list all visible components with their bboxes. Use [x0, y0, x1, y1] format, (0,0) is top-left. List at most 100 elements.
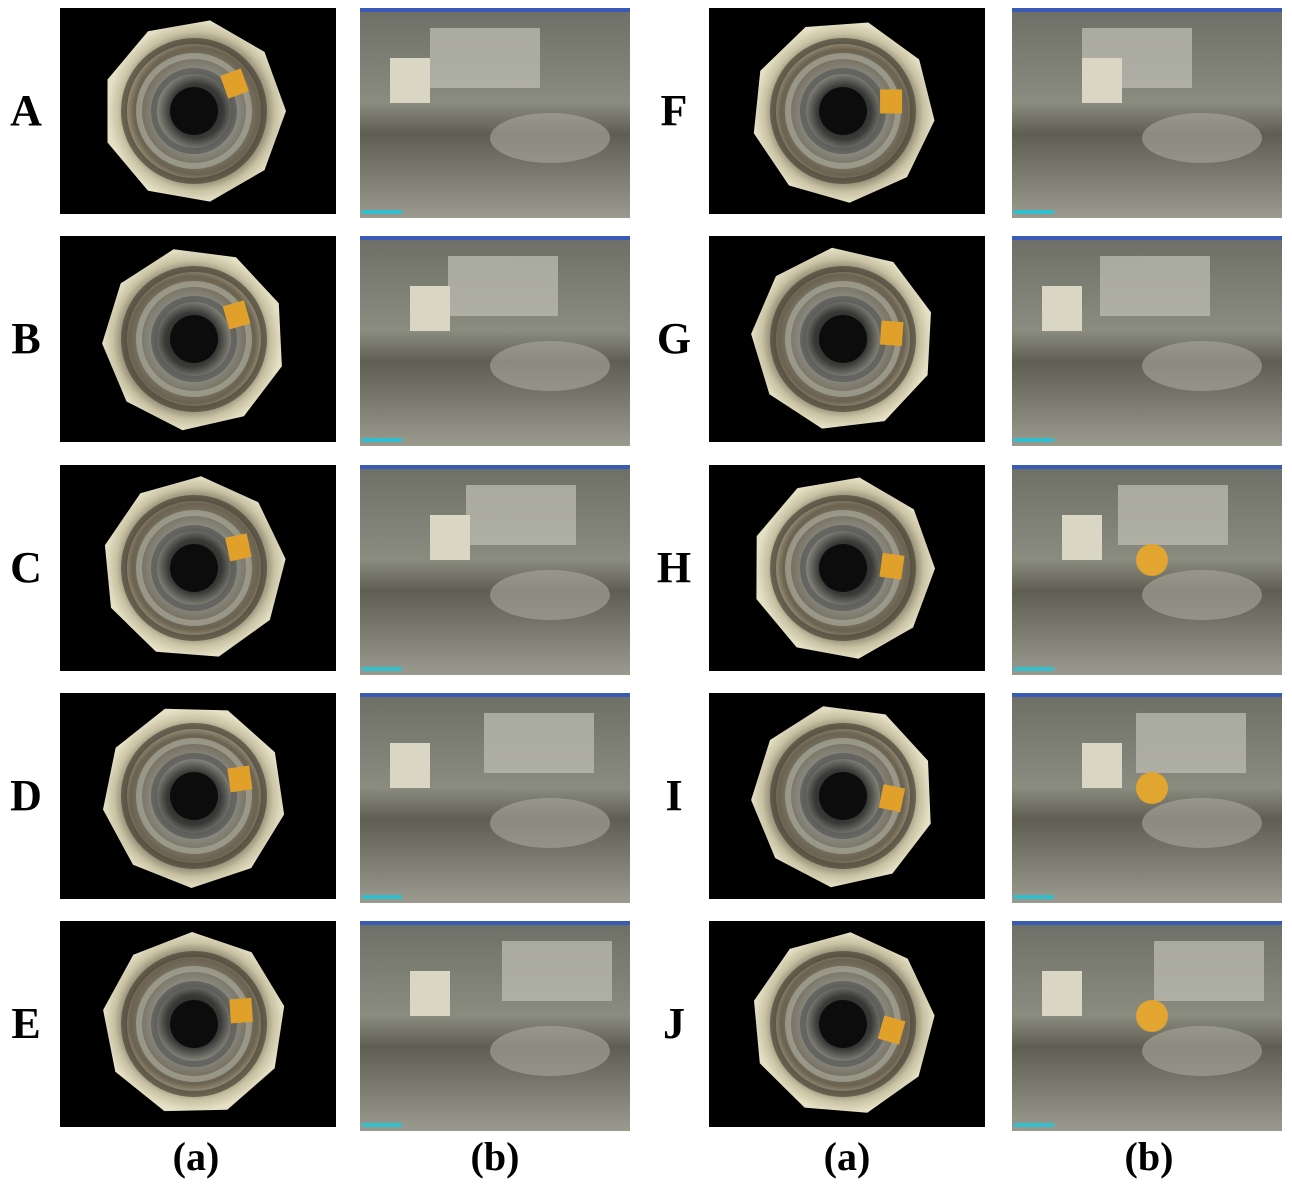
window-title-bar [1012, 693, 1282, 697]
status-text [362, 210, 402, 214]
poster [1062, 515, 1102, 560]
orange-object [879, 553, 904, 580]
omni-image [709, 465, 985, 671]
whiteboard [448, 256, 558, 316]
room-image [360, 236, 630, 446]
row-label: C [10, 543, 42, 592]
room-image [1012, 693, 1282, 903]
omni-image [60, 921, 336, 1127]
table [1142, 798, 1262, 848]
omni-image [709, 236, 985, 442]
status-text [362, 667, 402, 671]
row-label: J [663, 999, 685, 1048]
poster [410, 971, 450, 1016]
status-text [1014, 895, 1054, 899]
window-title-bar [360, 693, 630, 697]
poster [1042, 286, 1082, 331]
table [1142, 113, 1262, 163]
whiteboard [1100, 256, 1210, 316]
whiteboard [430, 28, 540, 88]
toy-bear [1136, 544, 1168, 576]
table [1142, 1026, 1262, 1076]
omni-center [819, 87, 867, 135]
omni-image [709, 921, 985, 1127]
status-text [362, 438, 402, 442]
row-label: I [665, 771, 682, 820]
row-label: B [11, 314, 40, 363]
table [490, 1026, 610, 1076]
table [490, 570, 610, 620]
omni-center [819, 315, 867, 363]
omni-image [60, 465, 336, 671]
whiteboard [466, 485, 576, 545]
window-title-bar [1012, 8, 1282, 12]
row-label: D [10, 771, 42, 820]
row-label: H [657, 543, 691, 592]
whiteboard [484, 713, 594, 773]
omni-center [170, 1000, 218, 1048]
window-title-bar [1012, 465, 1282, 469]
window-title-bar [360, 465, 630, 469]
omni-center [819, 772, 867, 820]
window-title-bar [360, 921, 630, 925]
omni-center [819, 544, 867, 592]
window-title-bar [360, 8, 630, 12]
status-text [1014, 210, 1054, 214]
room-image [360, 693, 630, 903]
toy-bear [1136, 772, 1168, 804]
room-image [1012, 236, 1282, 446]
figure: A B C D E F G H I J (a) (b) (a) (b) [0, 0, 1292, 1188]
poster [430, 515, 470, 560]
row-label: G [657, 314, 691, 363]
window-title-bar [360, 236, 630, 240]
table [1142, 570, 1262, 620]
status-text [1014, 438, 1054, 442]
poster [410, 286, 450, 331]
omni-center [170, 315, 218, 363]
table [490, 113, 610, 163]
room-image [1012, 465, 1282, 675]
room-image [1012, 8, 1282, 218]
room-image [360, 8, 630, 218]
column-label: (b) [1125, 1134, 1174, 1179]
poster [390, 743, 430, 788]
table [490, 798, 610, 848]
row-label: A [10, 86, 42, 135]
orange-object [880, 89, 902, 113]
room-image [360, 465, 630, 675]
row-label: F [661, 86, 688, 135]
window-title-bar [1012, 236, 1282, 240]
status-text [362, 1123, 402, 1127]
whiteboard [502, 941, 612, 1001]
orange-object [229, 998, 253, 1023]
whiteboard [1154, 941, 1264, 1001]
status-text [1014, 667, 1054, 671]
omni-center [819, 1000, 867, 1048]
table [490, 341, 610, 391]
omni-image [60, 236, 336, 442]
column-label: (a) [824, 1134, 871, 1179]
poster [1042, 971, 1082, 1016]
row-label: E [11, 999, 40, 1048]
status-text [1014, 1123, 1054, 1127]
omni-image [60, 8, 336, 214]
orange-object [880, 321, 904, 346]
orange-object [227, 766, 252, 793]
whiteboard [1136, 713, 1246, 773]
omni-center [170, 87, 218, 135]
table [1142, 341, 1262, 391]
omni-center [170, 772, 218, 820]
omni-image [709, 693, 985, 899]
window-title-bar [1012, 921, 1282, 925]
omni-image [709, 8, 985, 214]
omni-center [170, 544, 218, 592]
column-label: (b) [471, 1134, 520, 1179]
status-text [362, 895, 402, 899]
room-image [360, 921, 630, 1131]
poster [1082, 743, 1122, 788]
whiteboard [1118, 485, 1228, 545]
column-label: (a) [173, 1134, 220, 1179]
toy-bear [1136, 1000, 1168, 1032]
poster [1082, 58, 1122, 103]
room-image [1012, 921, 1282, 1131]
